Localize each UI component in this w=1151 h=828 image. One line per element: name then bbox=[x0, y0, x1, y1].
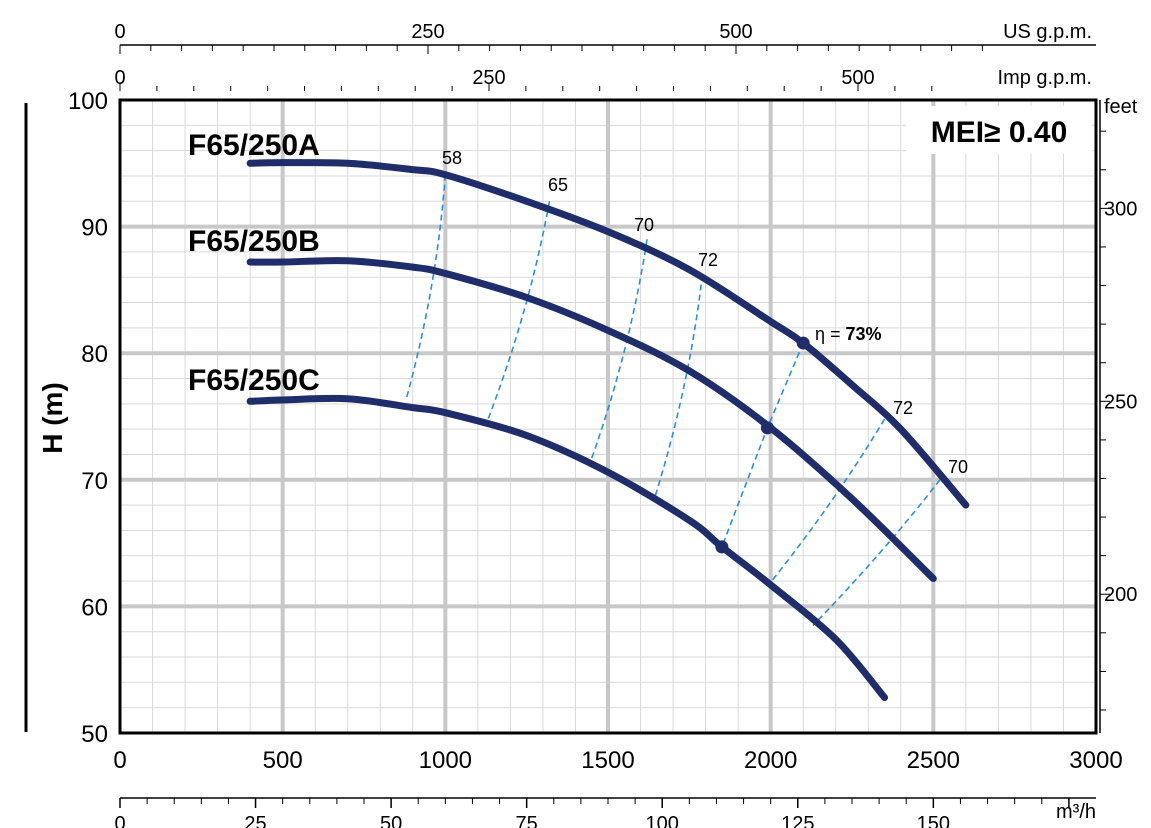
feet-tick-label: 300 bbox=[1104, 198, 1137, 220]
feet-unit-label: feet bbox=[1104, 96, 1138, 118]
x-tick-label: 500 bbox=[263, 747, 303, 774]
bottom-tick-label: 50 bbox=[380, 813, 402, 828]
y-tick-label: 100 bbox=[68, 88, 108, 115]
y-tick-label: 80 bbox=[81, 341, 108, 368]
curve-label: F65/250C bbox=[188, 364, 320, 397]
axes bbox=[24, 44, 1110, 808]
bottom-tick-label: 25 bbox=[244, 813, 266, 828]
bottom-tick-label: 150 bbox=[917, 813, 950, 828]
y-tick-label: 50 bbox=[81, 721, 108, 748]
bottom-tick-label: 100 bbox=[646, 813, 679, 828]
curve-label: F65/250B bbox=[188, 225, 320, 258]
efficiency-label: 70 bbox=[634, 215, 654, 235]
bottom-tick-label: 75 bbox=[516, 813, 538, 828]
efficiency-label: 58 bbox=[442, 148, 462, 168]
y-tick-label: 90 bbox=[81, 215, 108, 242]
efficiency-prefix: η = bbox=[815, 324, 846, 344]
efficiency-label: 72 bbox=[893, 398, 913, 418]
curve-f65-250a bbox=[246, 159, 970, 509]
imp-tick-label: 250 bbox=[472, 67, 505, 89]
y-tick-label: 60 bbox=[81, 594, 108, 621]
efficiency-line bbox=[590, 239, 648, 459]
curve-f65-250c bbox=[246, 394, 889, 702]
efficiency-label: 72 bbox=[698, 250, 718, 270]
imp-tick-label: 500 bbox=[841, 67, 874, 89]
efficiency-peak-label: η = 73% bbox=[815, 324, 882, 344]
x-tick-label: 2000 bbox=[744, 747, 797, 774]
efficiency-peak-value: 73% bbox=[846, 324, 882, 344]
feet-tick-label: 250 bbox=[1104, 391, 1137, 413]
mei-annotation: MEI≥ 0.40 bbox=[931, 116, 1068, 149]
x-tick-label: 0 bbox=[113, 747, 126, 774]
efficiency-point bbox=[760, 421, 774, 435]
efficiency-line bbox=[812, 479, 941, 626]
bottom-unit-label: m³/h bbox=[1056, 801, 1096, 823]
major-grid bbox=[120, 100, 1096, 733]
efficiency-point bbox=[715, 540, 729, 554]
curve-label: F65/250A bbox=[188, 129, 320, 162]
plot-frame bbox=[118, 98, 1098, 735]
bottom-tick-label: 125 bbox=[781, 813, 814, 828]
efficiency-line bbox=[652, 274, 704, 502]
us-tick-label: 250 bbox=[411, 21, 444, 43]
efficiency-label: 70 bbox=[948, 457, 968, 477]
bottom-tick-label: 0 bbox=[114, 813, 125, 828]
curve-f65-250b bbox=[246, 257, 937, 583]
x-tick-label: 1500 bbox=[581, 747, 634, 774]
us-tick-label: 500 bbox=[719, 21, 752, 43]
performance-curves bbox=[246, 159, 970, 702]
efficiency-line bbox=[405, 174, 447, 399]
efficiency-line bbox=[770, 418, 886, 583]
us-unit-label: US g.p.m. bbox=[1003, 21, 1092, 43]
x-tick-label: 1000 bbox=[419, 747, 472, 774]
imp-unit-label: Imp g.p.m. bbox=[998, 67, 1092, 89]
imp-tick-label: 0 bbox=[114, 67, 125, 89]
x-tick-label: 3000 bbox=[1069, 747, 1122, 774]
mei-box bbox=[906, 106, 1092, 154]
efficiency-line bbox=[486, 201, 551, 421]
efficiency-label: 65 bbox=[548, 175, 568, 195]
us-tick-label: 0 bbox=[114, 21, 125, 43]
x-tick-label: 2500 bbox=[907, 747, 960, 774]
y-tick-label: 70 bbox=[81, 468, 108, 495]
y-axis-title: H (m) bbox=[37, 382, 68, 454]
feet-tick-label: 200 bbox=[1104, 584, 1137, 606]
efficiency-point bbox=[796, 336, 810, 350]
